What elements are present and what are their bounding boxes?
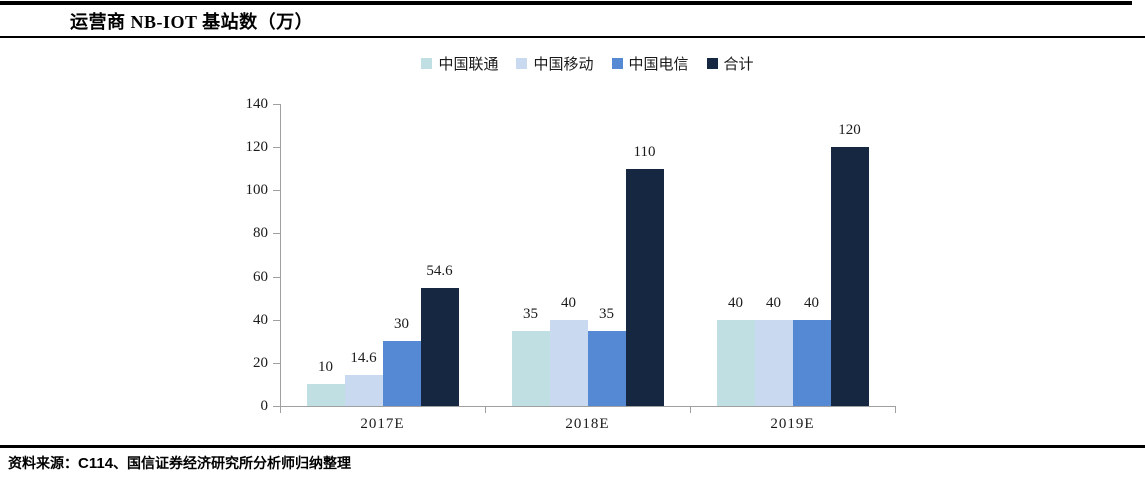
- bar-中国联通-2018E: [511, 330, 550, 406]
- footer-rule: [0, 445, 1145, 448]
- bar-value-label: 40: [561, 294, 576, 311]
- bar-中国电信-2017E: [382, 341, 421, 406]
- legend-swatch-icon: [516, 58, 528, 69]
- bar-value-label: 30: [394, 316, 409, 333]
- legend-swatch-icon: [421, 58, 433, 69]
- bar-value-label: 120: [838, 122, 861, 139]
- bar-合计-2017E: [420, 288, 459, 406]
- y-tick-mark: [273, 190, 280, 192]
- x-tick-mark: [895, 406, 896, 413]
- source-c114: C114: [78, 455, 114, 472]
- y-tick-mark: [273, 104, 280, 105]
- x-tick-mark: [485, 406, 486, 413]
- legend-item: 中国移动: [516, 53, 594, 74]
- bar-value-label: 40: [728, 294, 743, 311]
- y-tick-mark: [273, 362, 280, 364]
- legend-label: 合计: [723, 57, 754, 73]
- y-tick-label: 20: [253, 354, 268, 371]
- bar-中国移动-2019E: [754, 319, 793, 406]
- bar-中国移动-2018E: [549, 319, 588, 406]
- source-label: 资料来源：: [8, 457, 78, 472]
- y-axis-line: [280, 104, 281, 407]
- bar-value-label: 14.6: [350, 349, 377, 366]
- title-underline-rule: [0, 36, 1145, 38]
- source-note: 资料来源：C114、国信证券经济研究所分析师归纳整理: [8, 453, 351, 473]
- legend-swatch-icon: [706, 58, 718, 69]
- x-category-label: 2017E: [360, 416, 405, 432]
- bar-value-label: 54.6: [426, 263, 453, 280]
- chart-legend: 中国联通 中国移动 中国电信 合计: [280, 53, 895, 74]
- y-tick-label: 80: [253, 225, 268, 242]
- page-title: 运营商 NB-IOT 基站数（万）: [70, 12, 314, 32]
- bar-中国电信-2019E: [792, 319, 831, 406]
- bar-中国移动-2017E: [344, 374, 383, 406]
- legend-item: 中国电信: [611, 53, 689, 74]
- y-tick-label: 0: [260, 398, 269, 414]
- x-tick-mark: [280, 406, 281, 413]
- bar-中国联通-2017E: [306, 384, 345, 406]
- x-category-label: 2018E: [565, 416, 610, 432]
- y-tick-label: 120: [245, 139, 269, 156]
- x-tick-mark: [690, 406, 691, 413]
- bar-value-label: 40: [766, 294, 781, 311]
- bar-合计-2018E: [625, 168, 664, 406]
- legend-swatch-icon: [611, 58, 623, 69]
- bar-合计-2019E: [830, 147, 869, 406]
- bar-value-label: 35: [599, 305, 614, 322]
- y-tick-mark: [273, 276, 280, 278]
- bar-value-label: 110: [633, 143, 656, 160]
- y-tick-label: 140: [245, 96, 269, 112]
- bar-value-label: 10: [318, 359, 333, 376]
- legend-label: 中国移动: [533, 57, 594, 73]
- y-tick-mark: [273, 406, 280, 407]
- y-tick-mark: [273, 319, 280, 321]
- legend-label: 中国电信: [628, 57, 689, 73]
- legend-item: 中国联通: [421, 53, 498, 74]
- y-tick-label: 60: [253, 268, 268, 285]
- y-tick-mark: [273, 147, 280, 149]
- bar-中国联通-2019E: [716, 319, 755, 406]
- x-axis-line: [280, 406, 896, 407]
- y-tick-mark: [273, 233, 280, 235]
- x-category-label: 2019E: [770, 416, 815, 432]
- bar-value-label: 40: [804, 294, 819, 311]
- legend-item: 合计: [706, 53, 754, 74]
- top-rule: [0, 1, 1132, 5]
- bar-value-label: 35: [523, 305, 538, 322]
- bar-中国电信-2018E: [587, 330, 626, 406]
- y-tick-label: 40: [253, 311, 268, 328]
- y-tick-label: 100: [245, 182, 269, 199]
- source-rest: 、国信证券经济研究所分析师归纳整理: [113, 457, 352, 472]
- legend-label: 中国联通: [438, 57, 499, 73]
